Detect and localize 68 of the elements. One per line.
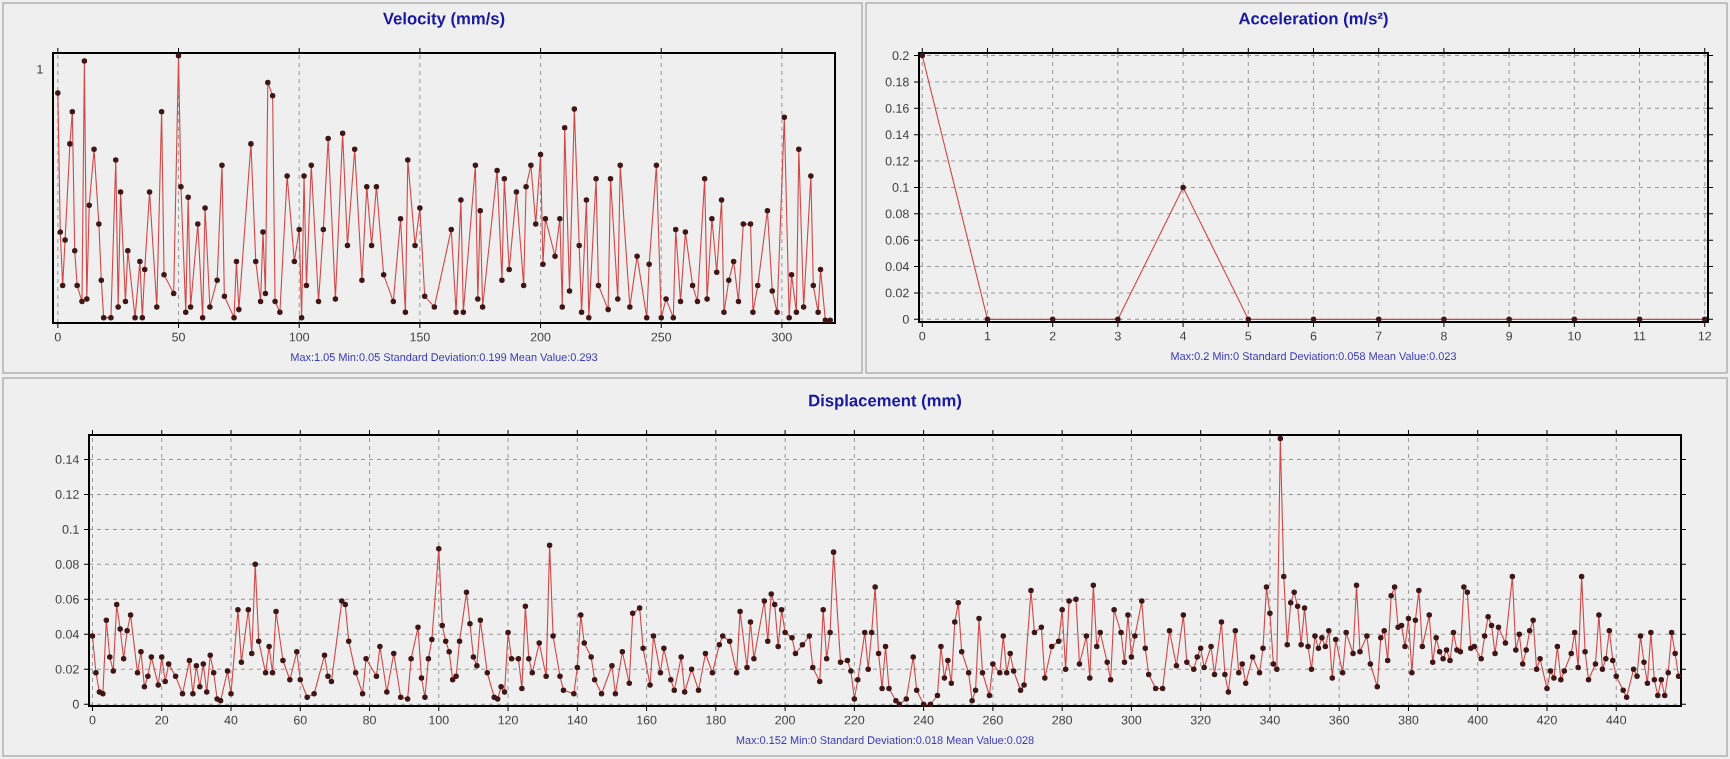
chart-title: Displacement (mm) — [809, 394, 962, 410]
y-tick-label: 0.04 — [55, 629, 79, 639]
y-tick-label: 0.12 — [885, 156, 909, 166]
y-tick-label: 0.08 — [885, 209, 909, 219]
y-tick-label: 0.02 — [885, 288, 909, 298]
x-tick-label: 9 — [1506, 331, 1512, 341]
x-tick-label: 220 — [844, 715, 865, 725]
x-tick-label: 1 — [984, 331, 991, 341]
x-tick-label: 0 — [89, 715, 96, 725]
x-tick-label: 380 — [1398, 715, 1419, 725]
x-tick-label: 300 — [772, 332, 792, 342]
x-tick-label: 7 — [1375, 331, 1382, 341]
x-tick-label: 300 — [1121, 715, 1142, 725]
x-tick-label: 200 — [530, 332, 551, 342]
x-tick-label: 2 — [1049, 331, 1056, 341]
x-tick-label: 50 — [172, 332, 185, 342]
x-tick-label: 3 — [1114, 331, 1121, 341]
x-tick-label: 360 — [1329, 715, 1350, 725]
x-tick-label: 100 — [429, 715, 449, 725]
x-tick-label: 40 — [224, 715, 238, 725]
x-tick-label: 8 — [1441, 331, 1447, 341]
y-tick-label: 0.12 — [55, 490, 79, 499]
x-tick-label: 260 — [983, 715, 1003, 725]
y-tick-label: 0.14 — [55, 455, 79, 464]
chart-title: Acceleration (m/s²) — [1238, 12, 1388, 28]
x-tick-label: 12 — [1698, 331, 1712, 341]
x-tick-label: 200 — [775, 715, 795, 725]
x-tick-label: 420 — [1536, 715, 1557, 725]
y-tick-label: 0.1 — [892, 183, 909, 192]
x-tick-label: 440 — [1606, 715, 1627, 725]
y-tick-label: 0.2 — [892, 51, 909, 61]
x-tick-label: 5 — [1245, 331, 1252, 341]
x-tick-label: 4 — [1179, 331, 1187, 341]
x-tick-label: 10 — [1568, 331, 1581, 341]
chart-title: Velocity (mm/s) — [382, 12, 505, 28]
x-tick-label: 80 — [363, 715, 376, 725]
y-tick-label: 0.06 — [55, 594, 79, 604]
y-tick-label: 0.02 — [55, 664, 79, 674]
y-tick-label: 0.08 — [55, 559, 79, 569]
text: Max:0.152 Min:0 Standard Deviation:0.018 Mean Value:0.028 — [736, 735, 1034, 744]
y-tick-label: 0 — [72, 699, 79, 709]
x-tick-label: 100 — [289, 332, 310, 342]
x-tick-label: 250 — [651, 332, 672, 342]
x-tick-label: 160 — [637, 715, 657, 725]
x-tick-label: 140 — [567, 715, 588, 725]
x-tick-label: 11 — [1634, 331, 1646, 341]
x-tick-label: 150 — [410, 332, 430, 342]
y-tick-label: 0.18 — [885, 77, 909, 87]
y-tick-label: 0.16 — [885, 103, 909, 113]
x-tick-label: 60 — [294, 715, 307, 725]
x-tick-label: 400 — [1467, 715, 1488, 725]
x-tick-label: 6 — [1310, 331, 1317, 341]
x-tick-label: 280 — [1052, 715, 1073, 725]
x-tick-label: 240 — [913, 715, 934, 725]
x-tick-label: 120 — [498, 715, 518, 725]
text: 1 — [37, 64, 43, 74]
x-tick-label: 320 — [1190, 715, 1211, 725]
text: Max:1.05 Min:0.05 Standard Deviation:0.199 Mean Value:0.293 — [291, 352, 598, 361]
x-tick-label: 180 — [706, 715, 726, 725]
y-tick-label: 0.14 — [885, 130, 909, 140]
x-tick-label: 340 — [1260, 715, 1280, 725]
x-tick-label: 20 — [155, 715, 169, 725]
y-tick-label: 0 — [902, 314, 909, 324]
y-tick-label: 0.04 — [885, 262, 909, 271]
y-tick-label: 0.1 — [62, 525, 79, 534]
x-tick-label: 0 — [919, 331, 926, 341]
text: Max:0.2 Min:0 Standard Deviation:0.058 Mean Value:0.023 — [1171, 351, 1457, 360]
y-tick-label: 0.06 — [885, 235, 909, 245]
